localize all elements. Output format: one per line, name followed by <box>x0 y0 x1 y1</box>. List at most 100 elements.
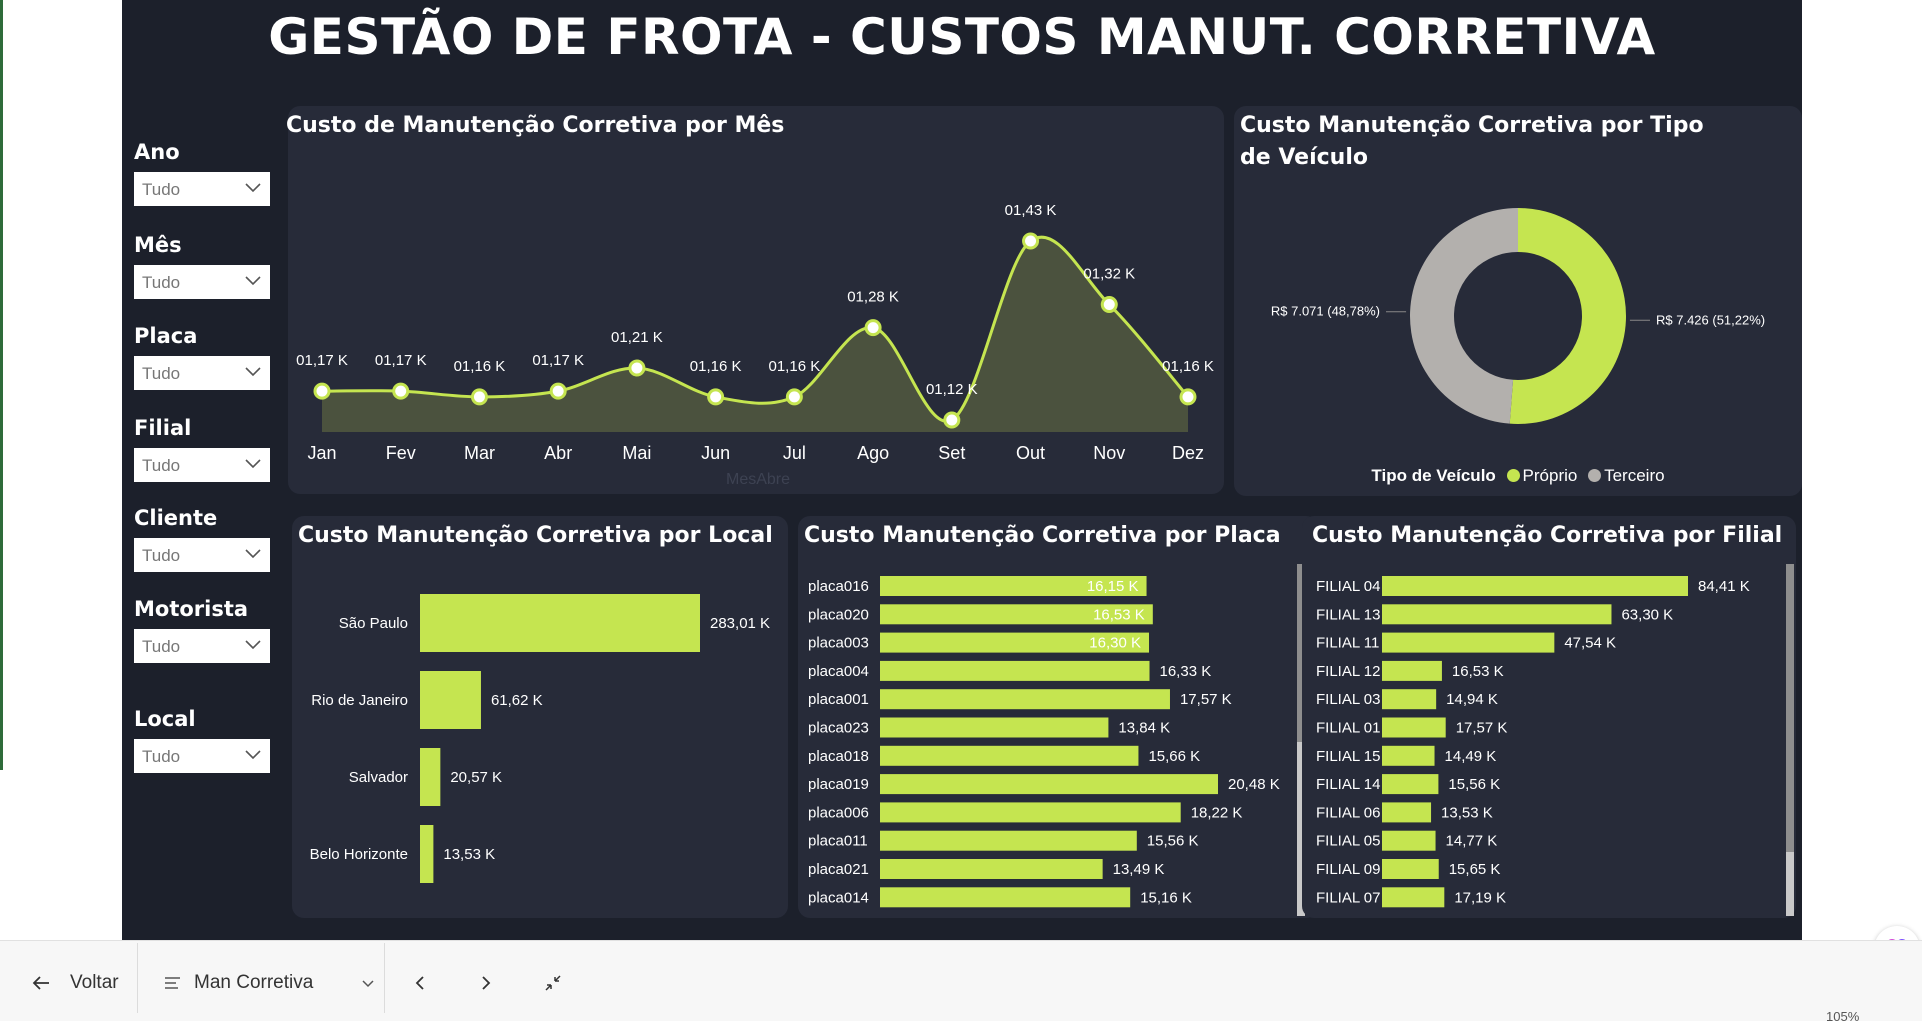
vehicle-type-card: Custo Manutenção Corretiva por Tipo de V… <box>1234 106 1802 496</box>
value-label-placa016: 16,15 K <box>1087 578 1139 595</box>
slicer-label: Motorista <box>134 597 249 621</box>
slicer-label: Ano <box>134 140 180 164</box>
previous-page-button[interactable] <box>412 963 428 1003</box>
data-point-ago <box>864 319 882 337</box>
slicer-dropdown[interactable]: Tudo <box>134 538 270 572</box>
vehicle-type-legend: Tipo de Veículo Próprio Terceiro <box>1234 466 1802 486</box>
category-label-placa011: placa011 <box>808 833 868 850</box>
x-tick-out: Out <box>1016 443 1045 463</box>
chevron-down-icon <box>245 183 261 193</box>
value-label-belo-horizonte: 13,53 K <box>443 846 495 863</box>
data-point-jul <box>785 388 803 406</box>
value-label-placa021: 13,49 K <box>1113 861 1165 878</box>
slicer-label: Local <box>134 707 196 731</box>
value-label-placa006: 18,22 K <box>1191 804 1243 821</box>
legend-title: Tipo de Veículo <box>1371 466 1496 485</box>
data-label-fev: 01,17 K <box>375 352 427 369</box>
bar-placa014 <box>880 887 1131 908</box>
data-point-fev <box>392 382 410 400</box>
bar-placa020 <box>880 604 1153 625</box>
bar-placa003 <box>880 632 1150 653</box>
bar-filial-07 <box>1382 887 1445 908</box>
placa-cost-chart[interactable]: placa016 16,15 K placa020 16,53 K placa003 16… <box>798 516 1318 918</box>
value-label-placa001: 17,57 K <box>1180 691 1232 708</box>
collapse-icon <box>545 975 561 991</box>
value-label-filial-07: 17,19 K <box>1454 889 1506 906</box>
page-selector-label: Man Corretiva <box>194 972 314 993</box>
legend-item-terceiro[interactable]: Terceiro <box>1588 466 1665 485</box>
category-label-filial-01: FILIAL 01 <box>1316 720 1380 737</box>
category-label-placa020: placa020 <box>808 606 869 623</box>
bar-placa019 <box>880 774 1218 795</box>
filial-scrollbar-thumb[interactable] <box>1786 564 1794 852</box>
area-fill <box>322 237 1188 432</box>
slicer-value: Tudo <box>142 364 181 383</box>
placa-cost-title: Custo Manutenção Corretiva por Placa <box>804 523 1281 548</box>
monthly-cost-chart[interactable]: 01,17 K Jan 01,17 K Fev 01,16 K Mar 01,17 K Abr… <box>288 106 1224 494</box>
bar-filial-14 <box>1382 774 1439 795</box>
slicer-cliente: Cliente Tudo <box>134 506 270 572</box>
category-label-placa021: placa021 <box>808 861 869 878</box>
category-label-filial-05: FILIAL 05 <box>1316 833 1380 850</box>
bar-rio-de-janeiro <box>420 671 481 729</box>
value-label-filial-11: 47,54 K <box>1564 635 1616 652</box>
filial-cost-chart[interactable]: FILIAL 04 84,41 K FILIAL 13 63,30 K FILIAL 1… <box>1302 516 1796 918</box>
slicer-label: Placa <box>134 324 198 348</box>
slicer-dropdown[interactable]: Tudo <box>134 739 270 773</box>
bar-filial-15 <box>1382 745 1435 766</box>
x-axis-title: MesAbre <box>726 471 790 488</box>
category-label-filial-11: FILIAL 11 <box>1316 635 1379 652</box>
bar-placa021 <box>880 859 1103 879</box>
vehicle-type-chart[interactable]: R$ 7.426 (51,22%) R$ 7.071 (48,78%) <box>1234 106 1802 496</box>
divider <box>384 943 385 1013</box>
local-cost-title: Custo Manutenção Corretiva por Local <box>298 523 773 548</box>
chevron-down-icon <box>245 750 261 760</box>
value-label-placa004: 16,33 K <box>1160 663 1212 680</box>
next-page-button[interactable] <box>478 963 494 1003</box>
bar-placa001 <box>880 689 1170 710</box>
slicer-dropdown[interactable]: Tudo <box>134 265 270 299</box>
value-label-rio-de-janeiro: 61,62 K <box>491 692 543 709</box>
category-label-filial-04: FILIAL 04 <box>1316 578 1380 595</box>
category-label-placa014: placa014 <box>808 889 869 906</box>
category-label-rio-de-janeiro: Rio de Janeiro <box>311 692 408 709</box>
value-label-filial-04: 84,41 K <box>1698 578 1750 595</box>
legend-label-proprio: Próprio <box>1522 466 1578 485</box>
x-tick-dez: Dez <box>1172 443 1204 463</box>
data-label-jul: 01,16 K <box>769 358 821 375</box>
value-label-placa019: 20,48 K <box>1228 776 1280 793</box>
slicer-value: Tudo <box>142 546 181 565</box>
divider <box>137 943 138 1013</box>
back-button[interactable]: Voltar <box>30 963 119 1003</box>
bar-placa006 <box>880 802 1181 823</box>
page-selector[interactable]: Man Corretiva <box>164 963 375 1003</box>
placa-scrollbar-thumb[interactable] <box>1297 564 1305 742</box>
local-cost-chart[interactable]: São Paulo 283,01 K Rio de Janeiro 61,62 K Sa… <box>292 516 788 918</box>
bar-filial-03 <box>1382 689 1437 710</box>
category-label-são-paulo: São Paulo <box>339 615 408 632</box>
chevron-left-icon <box>415 976 424 990</box>
bar-são-paulo <box>420 594 700 652</box>
bar-filial-05 <box>1382 830 1436 851</box>
slicer-dropdown[interactable]: Tudo <box>134 172 270 206</box>
bar-placa016 <box>880 576 1147 596</box>
category-label-filial-14: FILIAL 14 <box>1316 776 1380 793</box>
exit-fullscreen-button[interactable] <box>544 963 562 1003</box>
slicer-mês: Mês Tudo <box>134 233 270 299</box>
bar-filial-06 <box>1382 802 1432 823</box>
chevron-down-icon <box>362 980 374 988</box>
zoom-level: 105% <box>1826 1009 1860 1024</box>
slice-label-terceiro: R$ 7.071 (48,78%) <box>1271 304 1380 319</box>
bar-placa004 <box>880 660 1150 681</box>
slicer-value: Tudo <box>142 273 181 292</box>
chevron-down-icon <box>245 276 261 286</box>
monthly-cost-title: Custo de Manutenção Corretiva por Mês <box>286 113 785 138</box>
slicer-dropdown[interactable]: Tudo <box>134 356 270 390</box>
data-label-set: 01,12 K <box>926 381 978 398</box>
legend-item-proprio[interactable]: Próprio <box>1506 466 1578 485</box>
data-label-abr: 01,17 K <box>532 352 584 369</box>
slicer-dropdown[interactable]: Tudo <box>134 448 270 482</box>
data-point-jun <box>707 388 725 406</box>
bar-filial-13 <box>1382 604 1612 625</box>
slicer-dropdown[interactable]: Tudo <box>134 629 270 663</box>
